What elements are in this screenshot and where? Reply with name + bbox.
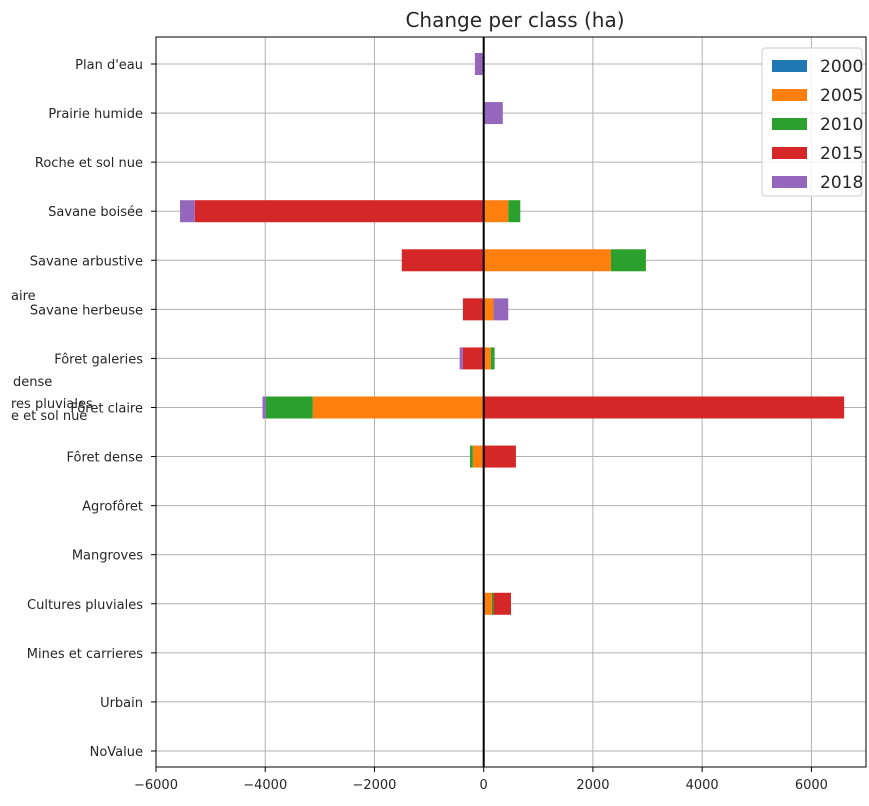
bar-2010-savane-arbustive bbox=[610, 249, 646, 272]
bar-2010-foret-galeries bbox=[490, 347, 495, 370]
bar-2015-savane-boisee bbox=[194, 200, 484, 223]
bar-2015-foret-dense bbox=[483, 445, 516, 468]
y-tick-label-novalue: NoValue bbox=[90, 745, 143, 760]
bar-2015-savane-herbeuse bbox=[462, 298, 484, 321]
y-tick-label-agroforet: Agrofôret bbox=[82, 500, 143, 515]
bar-2018-savane-herbeuse bbox=[493, 298, 509, 321]
legend-swatch-2010 bbox=[772, 118, 807, 130]
overlapping-label: dense bbox=[13, 375, 52, 390]
bar-2005-foret-claire bbox=[312, 396, 484, 419]
bar-2015-foret-claire bbox=[483, 396, 845, 419]
bar-2010-foret-dense bbox=[470, 445, 473, 468]
bar-2005-foret-galeries bbox=[483, 347, 491, 370]
bar-2010-cultures-pluviales bbox=[491, 592, 494, 615]
legend-swatch-2015 bbox=[772, 147, 807, 159]
bar-2005-foret-dense bbox=[472, 445, 484, 468]
legend-label-2000: 2000 bbox=[820, 57, 863, 77]
bar-2018-prairie-humide bbox=[483, 102, 503, 125]
y-tick-label-cultures-pluviales: Cultures pluviales bbox=[27, 598, 143, 613]
y-tick-label-plan-d-eau: Plan d'eau bbox=[75, 58, 143, 73]
y-tick-label-savane-herbeuse: Savane herbeuse bbox=[30, 303, 143, 318]
x-tick-label: 4000 bbox=[686, 778, 719, 793]
y-tick-label-mangroves: Mangroves bbox=[72, 549, 143, 564]
bar-2005-savane-arbustive bbox=[483, 249, 611, 272]
x-tick-label: 0 bbox=[480, 778, 488, 793]
bar-2015-foret-galeries bbox=[462, 347, 484, 370]
x-tick-label: −2000 bbox=[352, 778, 396, 793]
overlapping-label: aire bbox=[11, 289, 36, 304]
y-tick-label-foret-galeries: Fôret galeries bbox=[54, 352, 143, 367]
bar-2010-foret-claire bbox=[265, 396, 313, 419]
legend-label-2005: 2005 bbox=[820, 86, 863, 106]
legend-swatch-2018 bbox=[772, 176, 807, 188]
legend-label-2015: 2015 bbox=[820, 144, 863, 164]
plot-frame bbox=[155, 36, 867, 768]
y-tick-label-savane-boisee: Savane boisée bbox=[48, 205, 143, 220]
bar-2005-savane-herbeuse bbox=[483, 298, 494, 321]
axes bbox=[151, 36, 867, 772]
legend-label-2010: 2010 bbox=[820, 115, 863, 135]
bar-2005-savane-boisee bbox=[483, 200, 509, 223]
bar-2015-savane-arbustive bbox=[401, 249, 484, 272]
overlapping-label: res pluviales bbox=[11, 397, 93, 412]
bar-2018-plan-d-eau bbox=[474, 53, 484, 75]
chart-title: Change per class (ha) bbox=[405, 8, 624, 32]
y-tick-label-foret-dense: Fôret dense bbox=[66, 451, 143, 466]
bar-2018-savane-boisee bbox=[180, 200, 195, 223]
x-tick-labels: −6000 −4000 −2000 0 2000 4000 6000 bbox=[134, 778, 828, 793]
y-tick-label-prairie-humide: Prairie humide bbox=[48, 107, 143, 122]
bar-2010-savane-boisee bbox=[508, 200, 521, 223]
y-tick-label-foret-claire: Fôret claire bbox=[70, 401, 143, 416]
overlapping-label: e et sol nue bbox=[11, 409, 87, 424]
legend-label-2018: 2018 bbox=[820, 173, 863, 193]
bar-2015-cultures-pluviales bbox=[493, 592, 511, 615]
legend-swatch-2005 bbox=[772, 89, 807, 101]
y-tick-label-roche-et-sol-nue: Roche et sol nue bbox=[35, 156, 143, 171]
legend: 2000 2005 2010 2015 2018 bbox=[761, 47, 863, 197]
bar-2018-foret-galeries bbox=[459, 347, 463, 370]
x-tick-label: 6000 bbox=[795, 778, 828, 793]
y-tick-label-urbain: Urbain bbox=[100, 696, 143, 711]
bar-2005-cultures-pluviales bbox=[483, 592, 492, 615]
x-tick-label: −6000 bbox=[134, 778, 178, 793]
legend-swatch-2000 bbox=[772, 60, 807, 72]
bar-2018-foret-claire bbox=[262, 396, 266, 419]
bars bbox=[180, 53, 845, 615]
y-tick-label-savane-arbustive: Savane arbustive bbox=[30, 254, 143, 269]
y-tick-label-mines-et-carrieres: Mines et carrieres bbox=[27, 647, 143, 662]
x-tick-label: −4000 bbox=[243, 778, 287, 793]
x-tick-label: 2000 bbox=[576, 778, 609, 793]
y-tick-labels: Plan d'eau Prairie humide Roche et sol nue… bbox=[11, 58, 143, 760]
